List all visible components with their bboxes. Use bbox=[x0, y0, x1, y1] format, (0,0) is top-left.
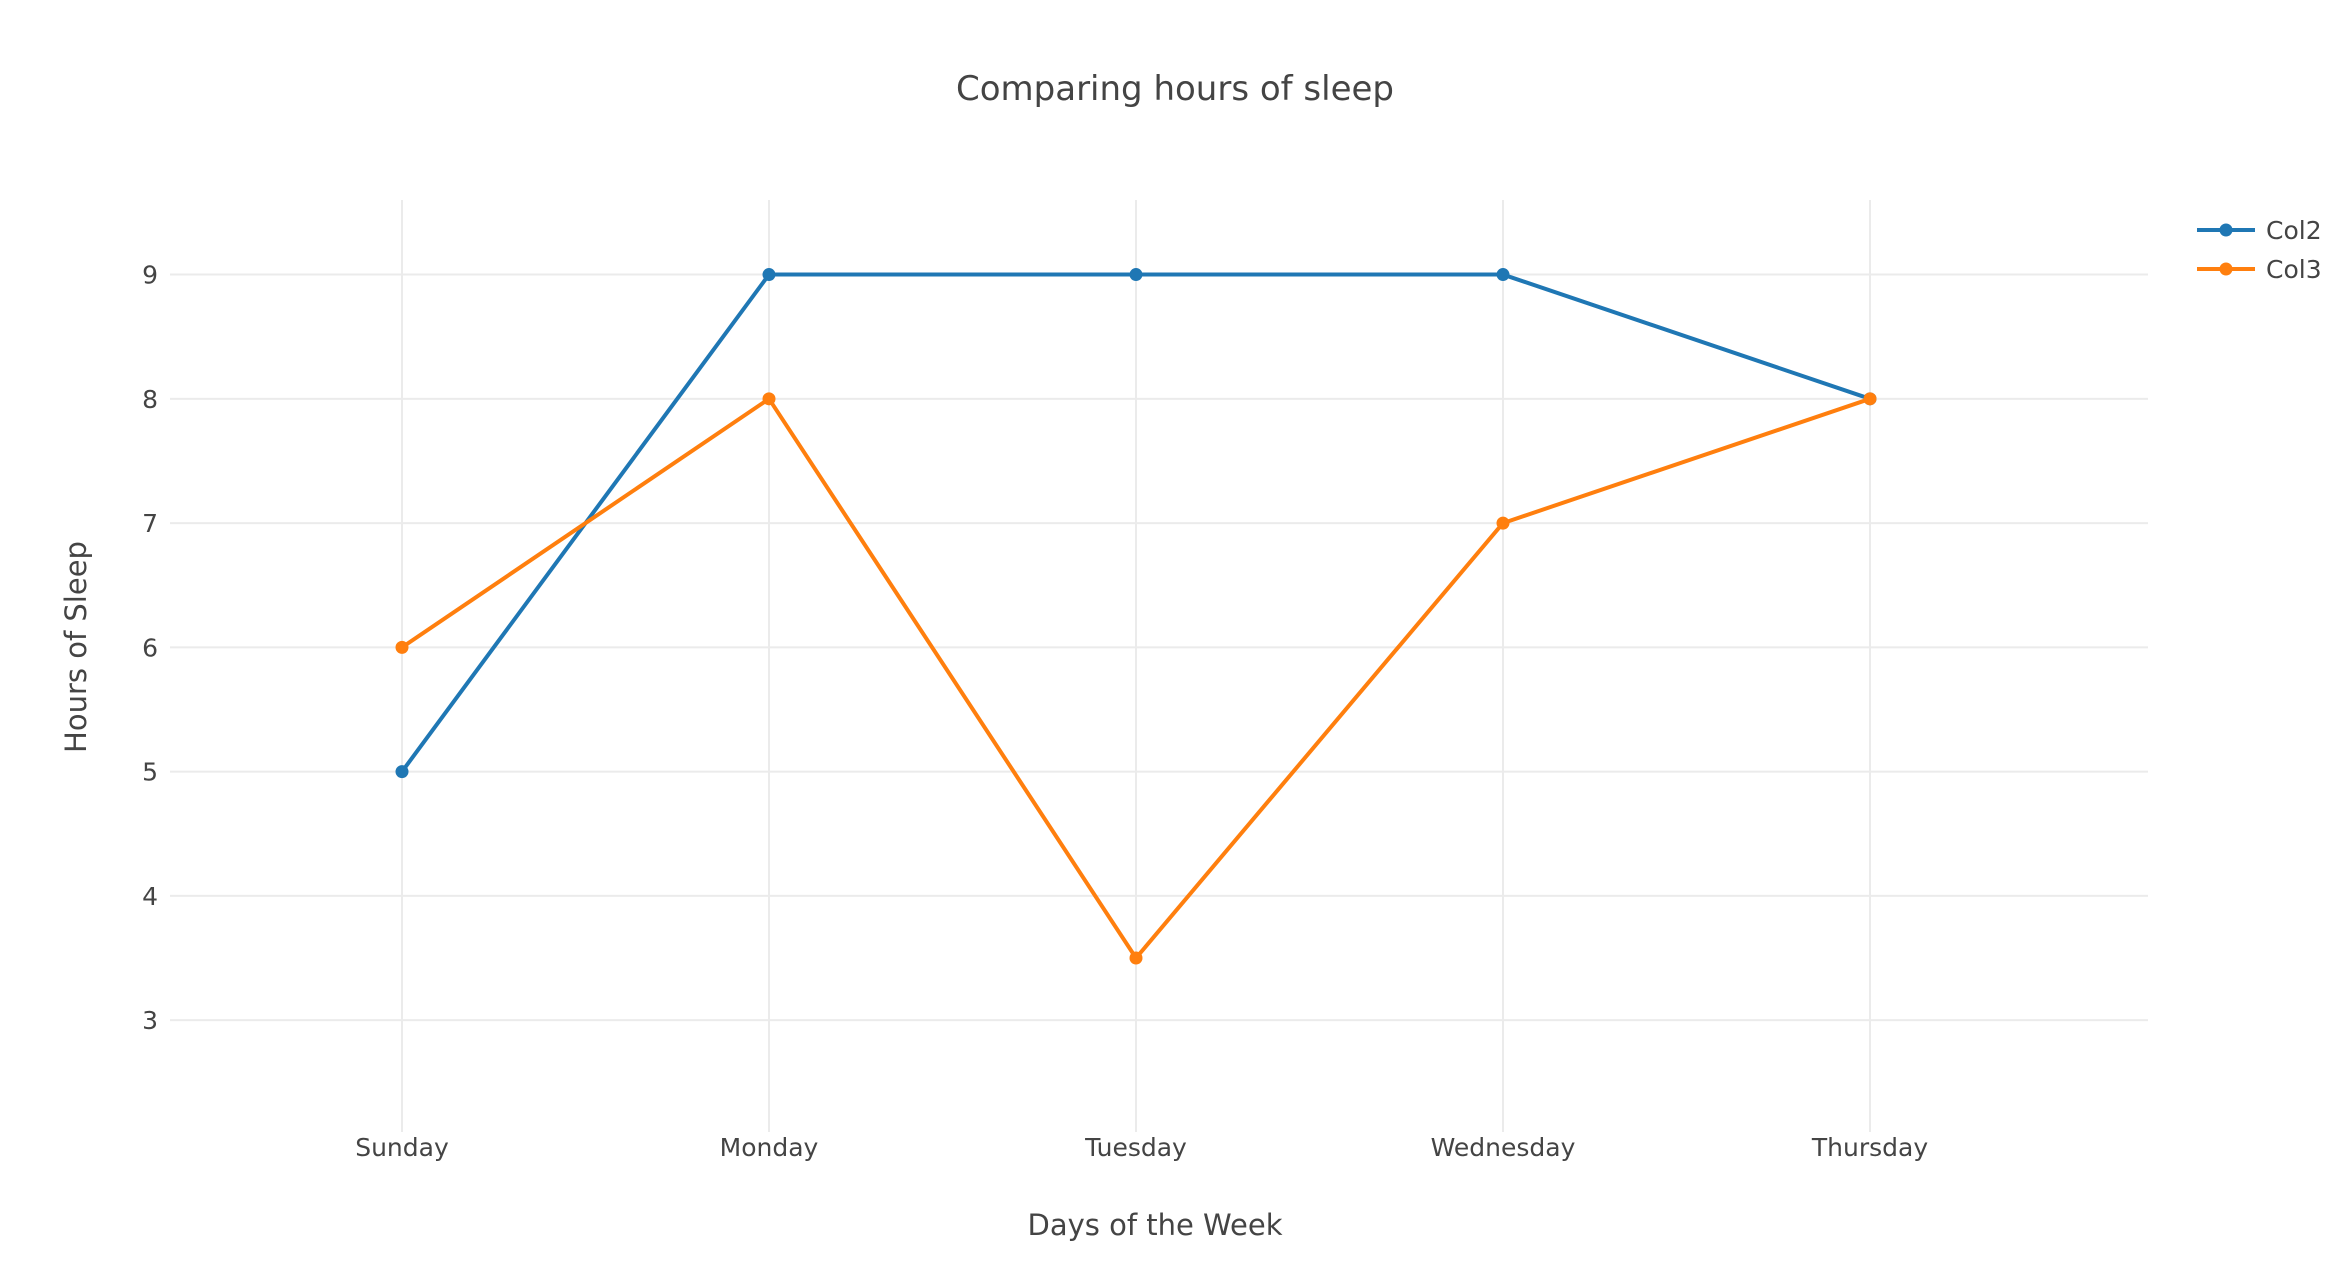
legend-marker-swatch bbox=[2219, 223, 2233, 237]
data-point[interactable] bbox=[762, 392, 776, 406]
y-tick-label: 6 bbox=[142, 633, 158, 662]
y-tick-label: 5 bbox=[142, 758, 158, 787]
y-tick-label: 7 bbox=[142, 509, 158, 538]
legend-label: Col2 bbox=[2266, 216, 2322, 245]
x-tick-label: Wednesday bbox=[1431, 1133, 1576, 1162]
legend-label: Col3 bbox=[2266, 255, 2322, 284]
legend-item-col3[interactable]: Col3 bbox=[2197, 255, 2322, 284]
y-tick-label: 8 bbox=[142, 385, 158, 414]
x-tick-labels: Sunday Monday Tuesday Wednesday Thursday bbox=[355, 1133, 1928, 1162]
y-gridlines bbox=[170, 273, 2148, 1022]
x-tick-label: Tuesday bbox=[1084, 1133, 1187, 1162]
legend: Col2 Col3 bbox=[2197, 216, 2322, 284]
data-point[interactable] bbox=[1863, 392, 1877, 406]
legend-marker-swatch bbox=[2219, 262, 2233, 276]
data-point[interactable] bbox=[1129, 951, 1143, 965]
y-tick-label: 3 bbox=[142, 1006, 158, 1035]
x-tick-label: Sunday bbox=[355, 1133, 449, 1162]
data-point[interactable] bbox=[1496, 268, 1510, 282]
data-point[interactable] bbox=[395, 640, 409, 654]
x-axis-title: Days of the Week bbox=[1027, 1208, 1282, 1242]
data-point[interactable] bbox=[762, 268, 776, 282]
y-tick-labels: 3 4 5 6 7 8 9 bbox=[142, 261, 158, 1036]
y-axis-title: Hours of Sleep bbox=[59, 541, 93, 753]
series-col3 bbox=[395, 392, 1877, 965]
x-tick-label: Monday bbox=[720, 1133, 819, 1162]
x-gridlines bbox=[401, 200, 1871, 1132]
y-tick-label: 9 bbox=[142, 261, 158, 290]
chart-title: Comparing hours of sleep bbox=[956, 69, 1394, 109]
series-layer bbox=[395, 268, 1877, 965]
data-point[interactable] bbox=[395, 765, 409, 779]
legend-item-col2[interactable]: Col2 bbox=[2197, 216, 2322, 245]
data-point[interactable] bbox=[1129, 268, 1143, 282]
x-tick-label: Thursday bbox=[1811, 1133, 1928, 1162]
y-tick-label: 4 bbox=[142, 882, 158, 911]
data-point[interactable] bbox=[1496, 516, 1510, 530]
